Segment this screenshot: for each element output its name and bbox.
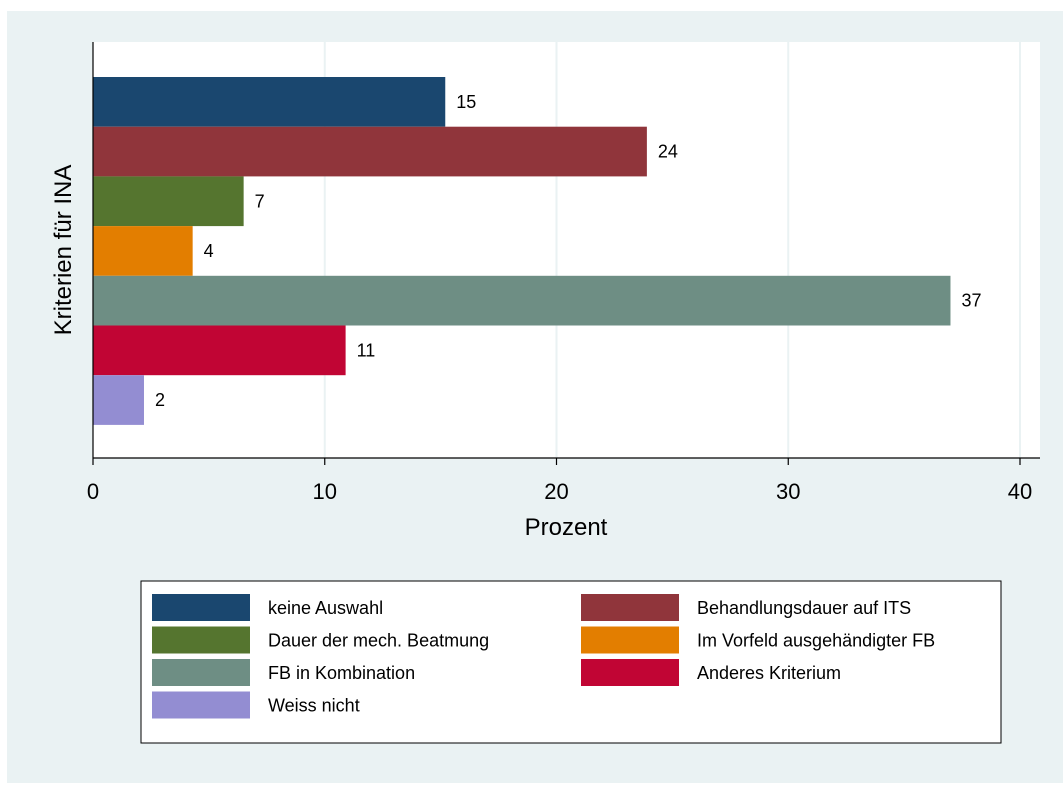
bar-value-label: 4 [204,241,214,261]
bar [93,375,144,425]
legend-label: Im Vorfeld ausgehändigter FB [697,631,935,651]
x-tick-label: 20 [544,479,568,504]
bars [93,77,951,425]
bar [93,325,346,376]
bar-value-label: 11 [357,340,376,360]
y-axis-label: Kriterien für INA [50,165,77,336]
x-tick-label: 40 [1008,479,1032,504]
legend-swatch [152,659,250,686]
legend-label: Weiss nicht [268,696,360,716]
legend-label: keine Auswahl [268,598,383,618]
legend-swatch [581,626,679,654]
legend-swatch [152,626,250,654]
legend-box [140,580,1002,744]
bar-value-label: 7 [255,191,265,211]
legend-swatch [152,594,250,621]
bar [93,77,446,127]
legend-label: Dauer der mech. Beatmung [268,631,489,651]
legend-swatch [581,659,679,686]
bar-value-label: 2 [155,390,165,410]
legend-swatch [152,691,250,719]
legend-label: Behandlungsdauer auf ITS [697,598,911,618]
bar-value-labels: 15 24 7 4 37 11 2 [155,92,982,410]
x-axis-ticks: 0 10 20 30 40 [87,458,1032,504]
x-axis-label: Prozent [525,514,608,541]
bar [93,275,951,326]
bar [93,176,244,227]
legend-label: Anderes Kriterium [697,663,841,683]
x-tick-label: 30 [776,479,800,504]
legend-label: FB in Kombination [268,663,415,683]
legend: keine Auswahl Behandlungsdauer auf ITS Dau… [152,594,935,719]
bar-value-label: 37 [961,291,981,311]
legend-swatch [581,594,679,621]
bar-value-label: 15 [456,92,476,112]
bar [93,226,193,276]
bar [93,126,647,177]
bar-value-label: 24 [658,142,678,162]
x-tick-label: 0 [87,479,99,504]
x-tick-label: 10 [313,479,337,504]
